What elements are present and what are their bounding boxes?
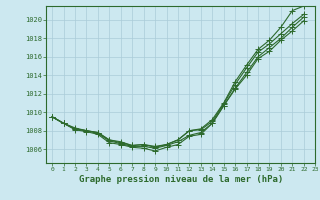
X-axis label: Graphe pression niveau de la mer (hPa): Graphe pression niveau de la mer (hPa) [79,175,283,184]
